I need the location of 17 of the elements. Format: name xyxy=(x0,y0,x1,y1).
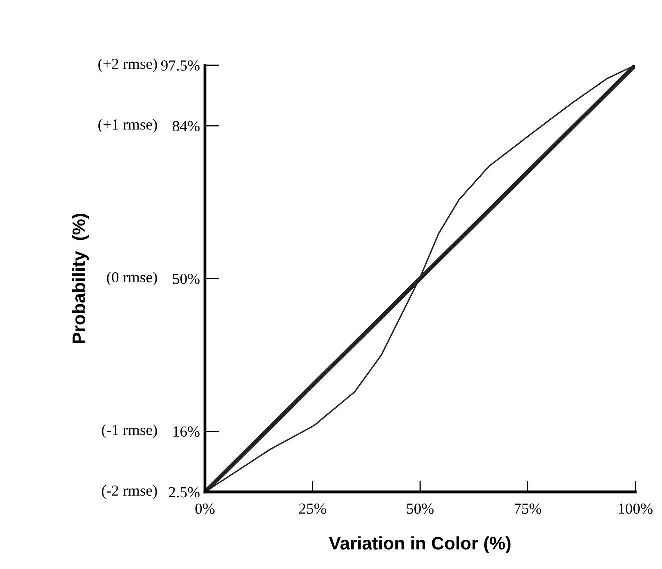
y-axis-title: Probability (%) xyxy=(72,214,90,344)
x-tick-label: 75% xyxy=(514,504,542,514)
x-tick-label: 50% xyxy=(407,504,434,514)
text: (+1 rmse) xyxy=(98,119,158,134)
text: (0 rmse) xyxy=(107,272,158,286)
x-tick-label: 25% xyxy=(299,504,326,514)
y-tick-label: 97.5% xyxy=(161,60,200,71)
y-tick-label: 84% xyxy=(172,121,200,132)
text: (-1 rmse) xyxy=(102,424,158,438)
y-tick-label: 16% xyxy=(174,426,200,438)
y-tick-label: 50% xyxy=(173,274,200,284)
text: (+2 rmse) xyxy=(98,58,158,72)
y-tick-label: 2.5% xyxy=(169,487,200,498)
x-tick-label: 0% xyxy=(196,504,215,514)
text: (-2 rmse) xyxy=(102,485,158,500)
x-axis-title: Variation in Color (%) xyxy=(329,536,511,554)
x-tick-label: 100% xyxy=(619,504,653,514)
